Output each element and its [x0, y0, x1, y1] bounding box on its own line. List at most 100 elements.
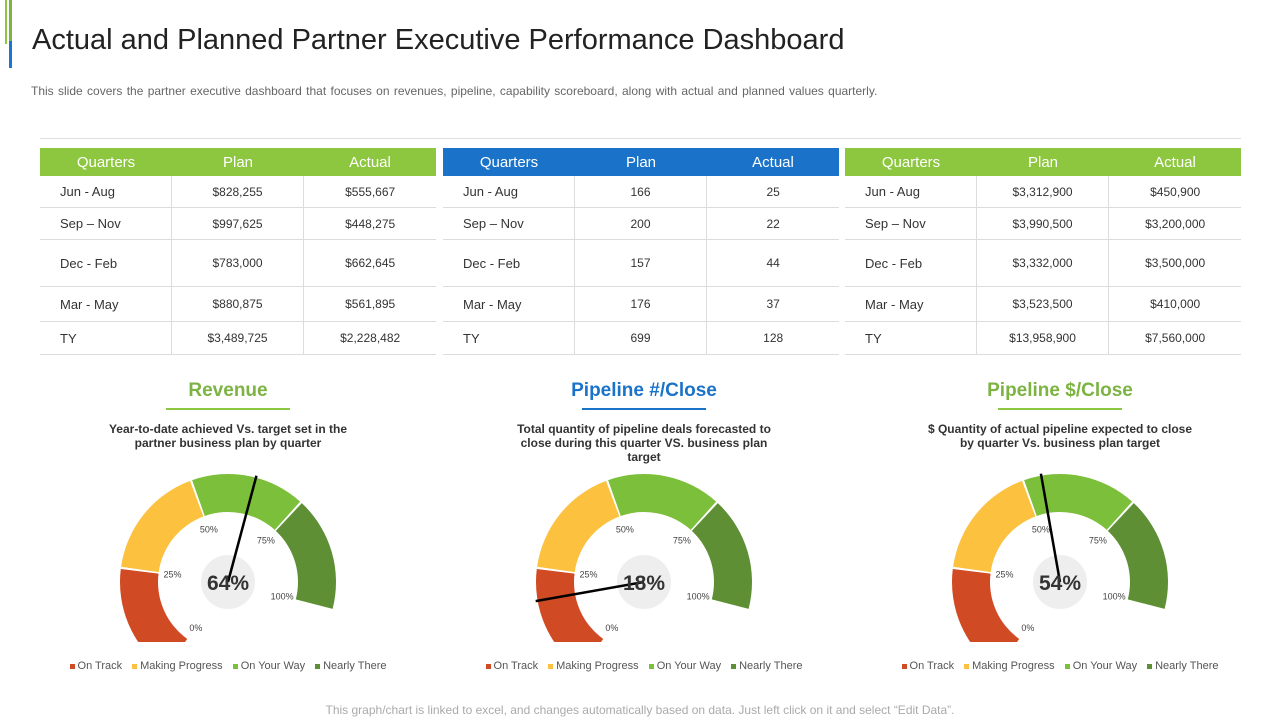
tick-label: 25%: [995, 570, 1013, 580]
gauge-legend: On Track Making Progress On Your Way Nearly…: [474, 660, 814, 672]
legend-label: Making Progress: [140, 660, 223, 672]
gauge-title: Revenue: [188, 380, 268, 401]
legend-swatch: [315, 663, 321, 669]
cell-plan: $880,875: [172, 287, 305, 321]
legend-swatch: [1064, 663, 1070, 669]
legend-item: On Your Way: [648, 660, 721, 672]
cell-quarter: Jun - Aug: [40, 176, 172, 207]
cell-quarter: Dec - Feb: [443, 240, 575, 286]
table-row: Jun - Aug $828,255 $555,667: [40, 176, 436, 208]
pipeline-value-table: Quarters Plan Actual Jun - Aug $3,312,900…: [845, 148, 1241, 355]
revenue-table: Quarters Plan Actual Jun - Aug $828,255 $5…: [40, 148, 436, 355]
table-row: Dec - Feb 157 44: [443, 240, 839, 287]
header-plan: Plan: [222, 153, 254, 171]
gauge-description: $ Quantity of actual pipeline expected t…: [927, 422, 1193, 450]
cell-actual: $662,645: [345, 256, 396, 270]
tick-label: 75%: [673, 536, 691, 546]
tick-label: 50%: [616, 524, 634, 534]
gauge-title: Pipeline #/Close: [571, 380, 717, 401]
band-making-progress: [953, 480, 1036, 573]
accent-bar: [9, 0, 12, 68]
legend-label: Making Progress: [972, 660, 1055, 672]
cell-actual: $450,900: [1150, 184, 1201, 199]
table-row: Mar - May 176 37: [443, 287, 839, 322]
cell-actual: 128: [763, 331, 784, 345]
cell-actual: 44: [766, 256, 780, 270]
cell-plan: $997,625: [172, 208, 305, 239]
legend-label: On Your Way: [1072, 660, 1138, 672]
legend-item: On Your Way: [1064, 660, 1138, 672]
tick-label: 100%: [1103, 591, 1126, 601]
cell-plan: $3,332,000: [977, 240, 1110, 286]
legend-item: On Track: [69, 660, 123, 672]
cell-quarter: Dec - Feb: [845, 240, 977, 286]
gauge-value-label: 64%: [207, 572, 249, 595]
gauge-legend: On Track Making Progress On Your Way Nearly…: [58, 660, 398, 672]
table-row: Mar - May $3,523,500 $410,000: [845, 287, 1241, 322]
table-row: Jun - Aug $3,312,900 $450,900: [845, 176, 1241, 208]
cell-actual: $3,200,000: [1145, 216, 1206, 231]
legend-swatch: [232, 663, 238, 669]
cell-plan: $13,958,900: [977, 322, 1110, 354]
gauge-needle: [535, 580, 645, 603]
revenue-gauge-block: Revenue Year-to-date achieved Vs. target…: [58, 376, 398, 672]
legend-swatch: [648, 663, 654, 669]
cell-quarter: Sep – Nov: [40, 208, 172, 239]
legend-item: On Your Way: [232, 660, 305, 672]
legend-label: Nearly There: [739, 660, 803, 672]
table-row: Mar - May $880,875 $561,895: [40, 287, 436, 322]
table-row: Jun - Aug 166 25: [443, 176, 839, 208]
cell-plan: $3,990,500: [977, 208, 1110, 239]
band-on-track: [536, 569, 604, 642]
legend-item: Making Progress: [548, 660, 639, 672]
cell-plan: $3,489,725: [172, 322, 305, 354]
band-nearly-there: [691, 503, 752, 609]
table-row: Dec - Feb $3,332,000 $3,500,000: [845, 240, 1241, 287]
cell-actual: $7,560,000: [1145, 331, 1206, 345]
legend-item: Nearly There: [315, 660, 386, 672]
cell-quarter: Sep – Nov: [443, 208, 575, 239]
legend-label: Nearly There: [323, 660, 387, 672]
cell-plan: $783,000: [172, 240, 305, 286]
legend-item: On Track: [901, 660, 954, 672]
tick-label: 25%: [579, 570, 597, 580]
band-making-progress: [121, 480, 204, 573]
pipeline-count-gauge-block: Pipeline #/Close Total quantity of pipel…: [474, 376, 814, 672]
header-quarters: Quarters: [479, 153, 539, 171]
pipeline-count-gauge: 0% 25% 50% 75% 100% 18%: [535, 474, 752, 642]
band-on-your-way: [608, 474, 717, 530]
cell-quarter: TY: [40, 322, 172, 354]
cell-plan: 699: [575, 322, 708, 354]
table-header: Quarters Plan Actual: [845, 148, 1241, 176]
cell-quarter: TY: [443, 322, 575, 354]
band-on-your-way: [192, 474, 301, 530]
band-on-track: [952, 569, 1020, 642]
gauge-title-underline: [998, 408, 1122, 410]
header-actual: Actual: [349, 153, 391, 171]
cell-actual: $555,667: [345, 184, 396, 199]
table-row: Dec - Feb $783,000 $662,645: [40, 240, 436, 287]
legend-item: Making Progress: [132, 660, 223, 672]
legend-swatch: [69, 663, 75, 669]
divider: [40, 138, 1241, 139]
cell-quarter: Dec - Feb: [40, 240, 172, 286]
gauge-legend: On Track Making Progress On Your Way Nearly…: [890, 660, 1230, 672]
legend-swatch: [132, 663, 138, 669]
legend-swatch: [901, 663, 907, 669]
band-nearly-there: [1107, 503, 1168, 609]
page-title: Actual and Planned Partner Executive Per…: [32, 24, 845, 56]
pipeline-value-gauge: 0% 25% 50% 75% 100% 54%: [952, 473, 1168, 642]
legend-label: On Track: [77, 660, 123, 672]
band-nearly-there: [275, 503, 336, 609]
cell-quarter: Mar - May: [845, 287, 977, 321]
gauge-title-underline: [166, 408, 290, 410]
legend-swatch: [731, 663, 737, 669]
gauge-needle: [1039, 473, 1062, 583]
cell-actual: $410,000: [1150, 297, 1201, 311]
tick-label: 50%: [1032, 524, 1050, 534]
cell-quarter: Mar - May: [40, 287, 172, 321]
cell-plan: $828,255: [172, 176, 305, 207]
header-actual: Actual: [752, 153, 794, 171]
header-plan: Plan: [625, 153, 657, 171]
tick-label: 25%: [163, 570, 181, 580]
